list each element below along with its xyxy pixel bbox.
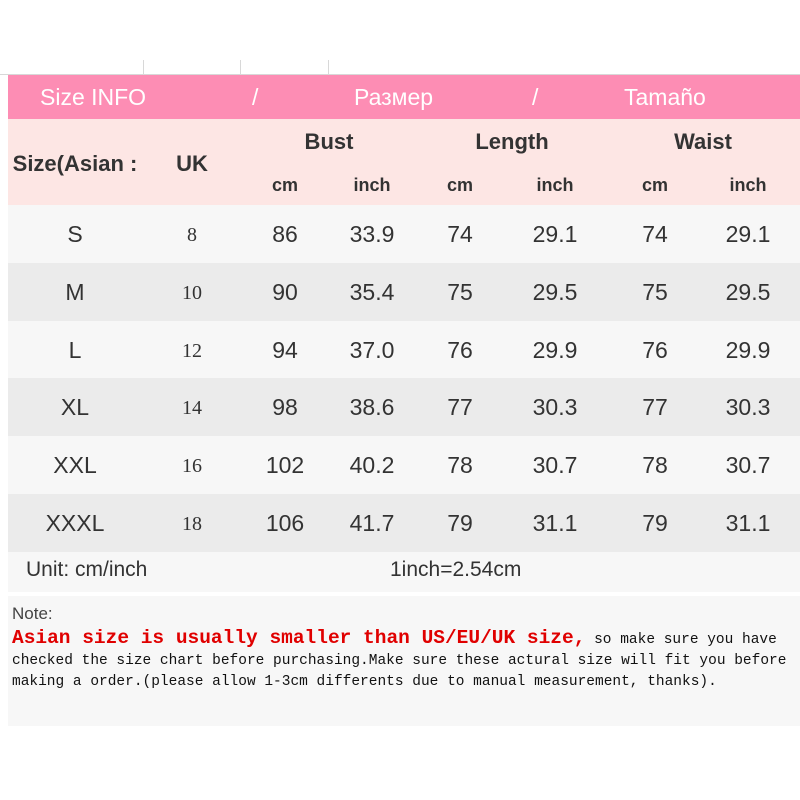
table-row: S 8 86 33.9 74 29.1 74 29.1 [8,205,800,263]
cell-uk: 18 [182,512,202,535]
header-length: Length [475,129,549,154]
cell-length-inch: 29.1 [532,221,578,247]
note-highlight: Asian size is usually smaller than US/EU… [12,627,586,649]
cell-waist-cm: 75 [642,278,668,305]
header-size: Size(Asian : [12,151,138,176]
cell-length-cm: 74 [447,221,473,247]
cell-length-cm: 78 [447,452,473,479]
table-row: XXXL 18 106 41.7 79 31.1 79 31.1 [8,493,800,552]
cell-waist-cm: 74 [642,221,668,247]
cell-length-cm: 75 [447,278,473,305]
title-ru: Размер [354,84,434,110]
title-es: Tamaño [624,84,706,110]
header-length-inch: inch [536,175,574,195]
column-headers: Size(Asian : UK Bust Length Waist cm inc… [8,119,800,205]
cell-length-inch: 29.9 [532,336,578,363]
cell-uk: 14 [182,397,202,420]
cell-waist-inch: 29.5 [725,278,771,305]
cell-bust-inch: 40.2 [349,452,395,479]
cell-length-inch: 31.1 [532,509,578,536]
table-body: S 8 86 33.9 74 29.1 74 29.1 M 10 90 35.4 75 29.5 75 29.… [8,205,800,552]
cell-bust-cm: 90 [272,278,298,305]
cell-bust-inch: 38.6 [349,394,395,421]
cell-uk: 16 [182,455,202,478]
cell-waist-cm: 76 [642,336,668,363]
table-row: M 10 90 35.4 75 29.5 75 29.5 [8,262,800,321]
cell-length-inch: 30.7 [532,452,578,479]
table-row: XXL 16 102 40.2 78 30.7 78 30.7 [8,436,800,494]
header-waist-cm: cm [641,175,669,195]
cell-length-cm: 79 [447,509,473,536]
gridline [0,74,800,75]
note-label: Note: [12,604,53,623]
cell-waist-inch: 29.1 [725,221,771,247]
cell-waist-inch: 31.1 [725,509,771,536]
gridline [240,60,241,75]
cell-length-inch: 29.5 [532,278,578,305]
unit-conversion: 1inch=2.54cm [390,557,522,581]
title-separator: / [252,84,259,110]
cell-bust-cm: 102 [265,452,305,479]
title-bar: Size INFO / Размер / Tamaño [8,75,800,119]
cell-bust-inch: 41.7 [349,509,395,536]
header-bust: Bust [304,129,354,154]
cell-waist-inch: 30.3 [725,394,771,421]
cell-bust-cm: 94 [272,336,298,363]
cell-size: XL [60,394,90,421]
header-waist: Waist [674,129,732,154]
cell-uk: 10 [182,281,202,304]
size-table: Size INFO / Размер / Tamaño Size(Asian :… [8,75,800,592]
cell-length-cm: 76 [447,336,473,363]
cell-bust-inch: 37.0 [349,336,395,363]
header-bust-inch: inch [353,175,391,195]
unit-row: Unit: cm/inch 1inch=2.54cm [8,551,800,592]
cell-uk: 12 [182,339,202,362]
cell-size: S [67,221,83,247]
cell-waist-cm: 77 [642,394,668,421]
cell-size: XXXL [45,509,105,536]
cell-waist-inch: 30.7 [725,452,771,479]
cell-uk: 8 [187,224,197,246]
cell-size: M [65,278,85,305]
header-waist-inch: inch [729,175,767,195]
title-en: Size INFO [40,84,147,110]
title-separator: / [532,84,539,110]
cell-size: L [68,336,82,363]
header-length-cm: cm [446,175,474,195]
cell-bust-cm: 98 [272,394,298,421]
note-text: Asian size is usually smaller than US/EU… [12,628,792,693]
cell-waist-inch: 29.9 [725,336,771,363]
table-row: XL 14 98 38.6 77 30.3 77 30.3 [8,378,800,437]
cell-size: XXL [53,452,97,479]
table-row: L 12 94 37.0 76 29.9 76 29.9 [8,320,800,379]
unit-label: Unit: cm/inch [26,557,148,581]
cell-bust-inch: 33.9 [349,221,395,247]
cell-length-inch: 30.3 [532,394,578,421]
header-uk: UK [176,151,208,176]
cell-bust-cm: 86 [272,221,298,247]
cell-length-cm: 77 [447,394,473,421]
cell-bust-inch: 35.4 [349,278,395,305]
note-box: Note: Asian size is usually smaller than… [8,596,800,726]
header-bust-cm: cm [271,175,299,195]
gridline [328,60,329,75]
cell-bust-cm: 106 [265,509,305,536]
cell-waist-cm: 78 [642,452,668,479]
gridline [143,60,144,75]
cell-waist-cm: 79 [642,509,668,536]
note-body: so make sure you have checked the size c… [12,632,787,690]
